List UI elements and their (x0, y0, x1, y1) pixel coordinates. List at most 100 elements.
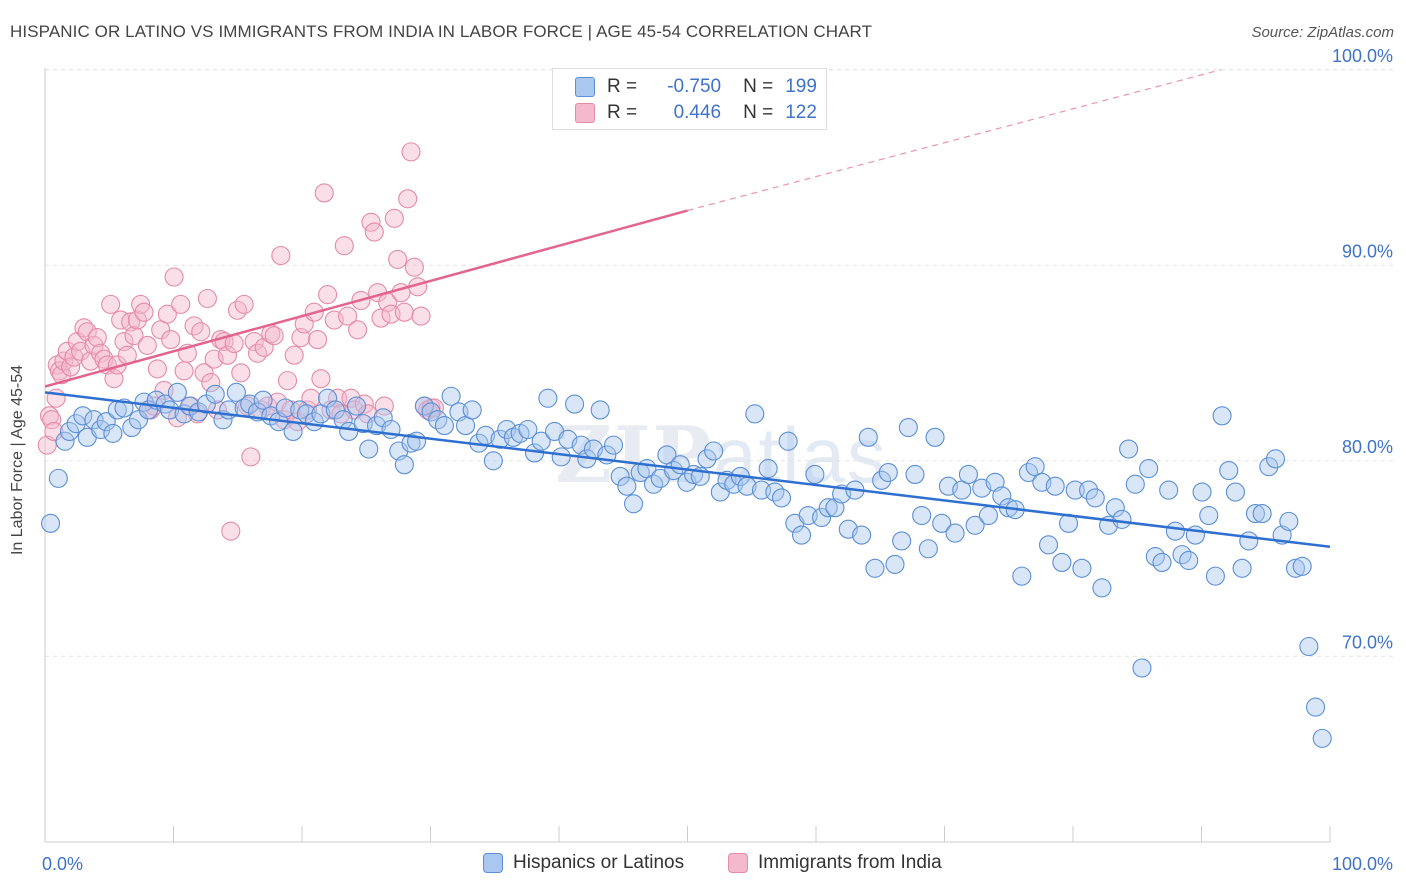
india-trend-extension (687, 69, 1221, 212)
hispanic-point (978, 505, 998, 526)
hispanic-point (1125, 474, 1145, 494)
hispanic-point (1119, 439, 1139, 459)
india-point (384, 208, 404, 228)
hispanic-trend-line (44, 391, 1331, 549)
hispanic-point (590, 400, 610, 420)
hispanic-point (1245, 504, 1266, 524)
hispanic-point (318, 388, 338, 408)
hispanic-point (1205, 566, 1225, 586)
hispanic-point (704, 441, 724, 461)
hispanic-point (872, 470, 892, 490)
hispanic-point (160, 400, 180, 420)
hispanic-point (758, 459, 778, 479)
hispanic-point (1305, 697, 1326, 717)
hispanic-point (965, 515, 985, 535)
hispanic-point (226, 382, 246, 402)
hispanic-point (905, 464, 925, 485)
tick-labels: 70.0% 80.0% 90.0% 100.0% 0.0% 100.0% (42, 46, 1393, 874)
hispanic-point (852, 525, 872, 545)
hispanic-point (373, 408, 393, 428)
hispanic-point (791, 525, 812, 545)
hispanic-point (1259, 457, 1279, 477)
y-tick-label: 90.0% (1342, 241, 1393, 261)
hispanic-point (878, 462, 898, 483)
hispanic-point (745, 404, 765, 424)
hispanic-point (858, 427, 878, 447)
axes (44, 68, 1331, 843)
hispanic-point (1085, 488, 1105, 508)
hispanic-point (603, 435, 624, 455)
hispanic-point (1292, 556, 1312, 576)
legend-swatch-pink (575, 103, 595, 123)
legend-item-hispanic[interactable]: Hispanics or Latinos (483, 852, 684, 874)
hispanic-point (945, 523, 965, 543)
hispanic-point (818, 498, 838, 518)
india-point (328, 388, 348, 408)
india-point (164, 267, 184, 287)
hispanic-point (778, 431, 798, 451)
legend-n-label: N = (743, 76, 774, 97)
india-point (191, 322, 211, 342)
hispanic-point (1299, 636, 1319, 657)
hispanic-point (394, 455, 414, 475)
india-point (308, 330, 328, 350)
correlation-legend: R = -0.750 N = 199 R = 0.446 N = 122 (552, 68, 827, 130)
india-point (197, 288, 217, 309)
india-point (241, 447, 261, 467)
india-point (87, 328, 107, 348)
hispanic-point (1165, 521, 1185, 541)
source-credit: Source: ZipAtlas.com (1251, 24, 1394, 41)
legend-r-value: -0.750 (667, 76, 722, 97)
hispanic-point (1079, 480, 1099, 500)
hispanic-point (55, 431, 75, 451)
india-point (314, 183, 334, 203)
india-point (301, 388, 321, 408)
hispanic-point (865, 558, 885, 578)
india-point (338, 306, 358, 326)
watermark: ZIPatlas (555, 410, 888, 501)
india-point (284, 345, 304, 365)
hispanic-point (1139, 459, 1159, 479)
hispanic-point (359, 439, 379, 459)
hispanic-point (812, 507, 832, 528)
legend-swatch-pink (728, 853, 748, 873)
india-point (231, 363, 251, 383)
india-point (42, 410, 62, 430)
hispanic-point (1219, 460, 1239, 481)
india-point (201, 373, 221, 393)
hispanic-point (912, 505, 932, 526)
hispanic-point (421, 402, 441, 422)
india-point (137, 335, 157, 355)
india-point (91, 343, 111, 363)
watermark-zip: ZIP (555, 410, 714, 501)
hispanic-point (1012, 566, 1032, 586)
y-tick-label: 100.0% (1332, 46, 1393, 66)
hispanic-point (1212, 406, 1232, 426)
india-points (37, 142, 444, 541)
india-point (171, 294, 191, 314)
hispanic-point (407, 431, 427, 451)
hispanic-point (617, 476, 637, 496)
hispanic-point (1225, 482, 1245, 502)
hispanic-point (885, 554, 905, 574)
trend-lines (44, 69, 1331, 549)
india-point (157, 304, 177, 324)
hispanic-point (1072, 558, 1092, 578)
hispanic-point (483, 451, 503, 471)
watermark-atlas: atlas (713, 411, 888, 499)
legend-item-india[interactable]: Immigrants from India (728, 852, 942, 874)
hispanic-point (1312, 728, 1332, 748)
legend-r-label: R = (607, 102, 638, 123)
india-point (174, 361, 194, 381)
india-point (101, 294, 121, 314)
hispanic-point (1285, 558, 1306, 578)
hispanic-point (1232, 558, 1252, 578)
hispanic-point (48, 468, 68, 488)
hispanic-point (1045, 476, 1065, 496)
hispanic-point (253, 390, 273, 410)
india-point (411, 306, 431, 326)
legend-n-value: 199 (785, 76, 817, 97)
y-tick-label: 80.0% (1342, 437, 1393, 457)
india-point (277, 371, 298, 391)
